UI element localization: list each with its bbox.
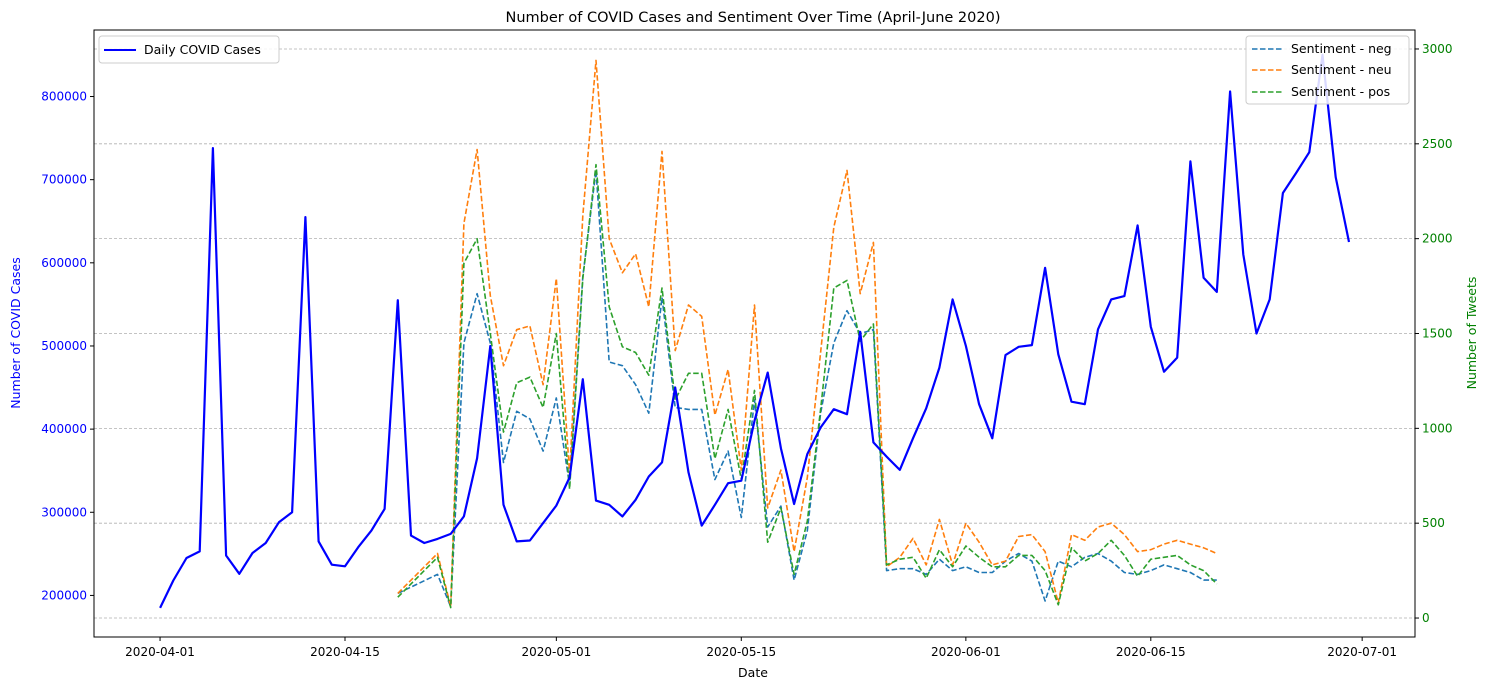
y-left-tick-label: 200000 xyxy=(41,588,87,602)
y-left-tick-label: 500000 xyxy=(41,339,87,353)
y-left-tick-label: 700000 xyxy=(41,173,87,187)
y-right-tick-label: 2500 xyxy=(1422,137,1453,151)
series-lines xyxy=(159,53,1351,609)
y-right-tick-label: 500 xyxy=(1422,516,1445,530)
y-axis-left-label: Number of COVID Cases xyxy=(8,257,23,409)
series-line-neu xyxy=(397,59,1218,608)
series-line-neg xyxy=(397,169,1217,608)
y-axis-right-label: Number of Tweets xyxy=(1464,277,1479,390)
y-left-tick-label: 300000 xyxy=(41,505,87,519)
y-right-tick-label: 3000 xyxy=(1422,42,1453,56)
series-line-pos xyxy=(397,163,1218,609)
y-left-tick-label: 400000 xyxy=(41,422,87,436)
y-right-tick-label: 2000 xyxy=(1422,232,1453,246)
legend-label-neg: Sentiment - neg xyxy=(1291,41,1392,56)
y-right-tick-label: 1500 xyxy=(1422,327,1453,341)
legend-right-box xyxy=(1245,35,1410,105)
y-right-tick-label: 1000 xyxy=(1422,421,1453,435)
legend-left: Daily COVID Cases xyxy=(98,35,280,64)
x-tick-label: 2020-05-01 xyxy=(521,645,591,659)
x-tick-label: 2020-06-01 xyxy=(931,645,1001,659)
axes: 2020-04-01 2020-04-15 2020-05-01 2020-05-15… xyxy=(41,42,1452,659)
y-left-tick-label: 600000 xyxy=(41,256,87,270)
legend-label-neu: Sentiment - neu xyxy=(1291,62,1392,77)
x-tick-label: 2020-04-15 xyxy=(310,645,380,659)
legend-right: Sentiment - neg Sentiment - neu Sentimen… xyxy=(1245,35,1410,105)
x-tick-label: 2020-04-01 xyxy=(125,645,195,659)
y-right-tick-label: 0 xyxy=(1422,611,1430,625)
series-line-daily-cases xyxy=(159,53,1351,609)
y-left-tick-label: 800000 xyxy=(41,90,87,104)
x-tick-label: 2020-06-15 xyxy=(1116,645,1186,659)
legend-label-pos: Sentiment - pos xyxy=(1291,84,1390,99)
legend-left-box xyxy=(98,35,280,64)
x-tick-label: 2020-05-15 xyxy=(706,645,776,659)
x-tick-label: 2020-07-01 xyxy=(1327,645,1397,659)
chart-title: Number of COVID Cases and Sentiment Over… xyxy=(506,10,1001,26)
legend-label-daily-cases: Daily COVID Cases xyxy=(144,42,261,57)
x-axis-label: Date xyxy=(738,665,768,680)
